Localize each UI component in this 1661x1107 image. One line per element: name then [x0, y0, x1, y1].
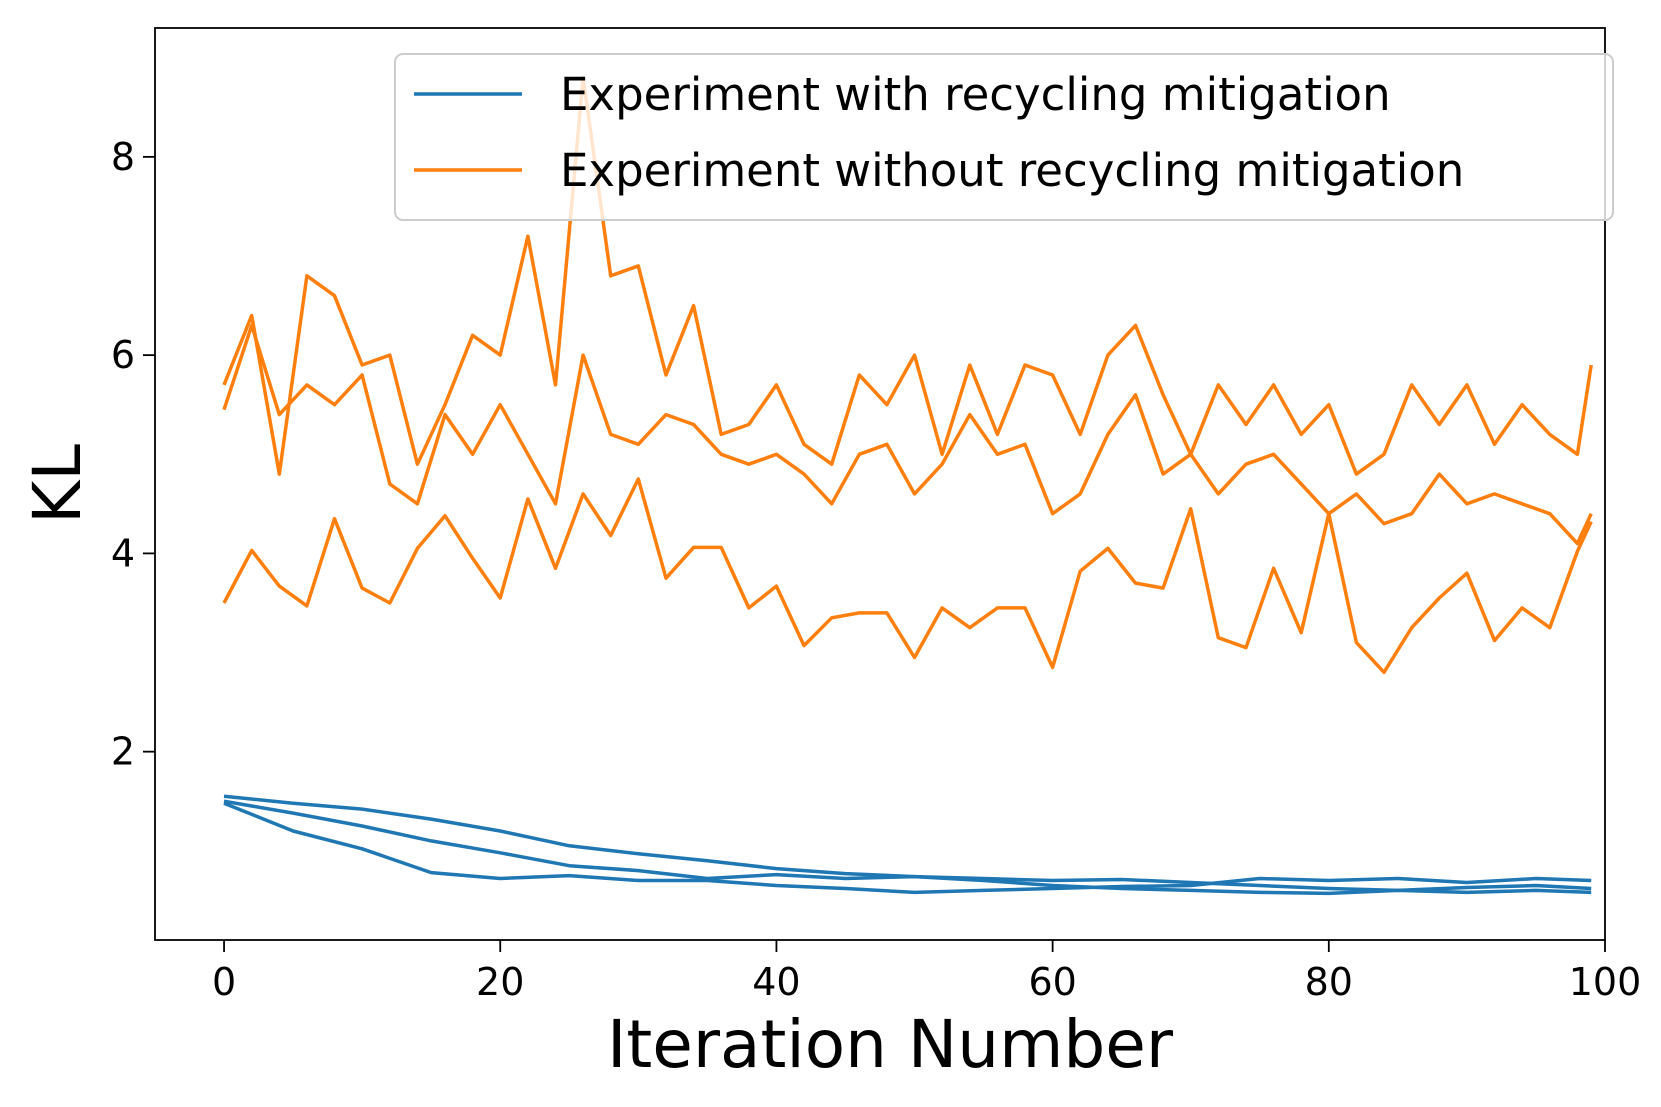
- series-line-with-2: [223, 799, 1592, 896]
- series-line-with-3: [223, 801, 1592, 895]
- y-tick-label: 4: [111, 531, 135, 575]
- series-line-without-4: [222, 75, 1593, 476]
- x-tick-label: 80: [1305, 960, 1353, 1004]
- series-line-without-5: [222, 323, 1593, 546]
- x-tick-label: 40: [752, 960, 800, 1004]
- legend-label-without-mitigation: Experiment without recycling mitigation: [560, 144, 1464, 197]
- series-layer: [222, 75, 1593, 896]
- series-line-without-6: [222, 477, 1593, 675]
- x-axis-title: Iteration Number: [607, 1006, 1174, 1083]
- axes-ticks: 0 20 40 60 80 100 2 4 6 8: [111, 135, 1641, 1004]
- legend-label-with-mitigation: Experiment with recycling mitigation: [560, 68, 1391, 121]
- y-tick-label: 2: [111, 730, 135, 774]
- y-axis-title: KL: [19, 444, 96, 524]
- x-tick-label: 100: [1569, 960, 1642, 1004]
- x-tick-label: 0: [212, 960, 236, 1004]
- legend-frame: [394, 53, 1614, 221]
- y-tick-label: 8: [111, 135, 135, 179]
- x-tick-label: 60: [1028, 960, 1076, 1004]
- legend: Experiment with recycling mitigation Exp…: [394, 53, 1614, 221]
- x-tick-label: 20: [476, 960, 524, 1004]
- y-tick-label: 6: [111, 333, 135, 377]
